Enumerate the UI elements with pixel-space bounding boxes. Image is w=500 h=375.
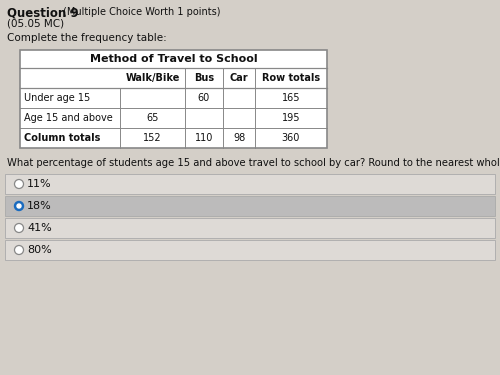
Text: 80%: 80%: [27, 245, 52, 255]
Text: Method of Travel to School: Method of Travel to School: [90, 54, 258, 64]
Text: Bus: Bus: [194, 73, 214, 83]
Circle shape: [14, 246, 24, 255]
Bar: [5, 174, 495, 194]
Circle shape: [14, 201, 24, 210]
Bar: [5, 218, 495, 238]
Text: (Multiple Choice Worth 1 points): (Multiple Choice Worth 1 points): [63, 7, 220, 17]
Text: 110: 110: [195, 133, 213, 143]
Text: Row totals: Row totals: [262, 73, 320, 83]
Text: 152: 152: [143, 133, 162, 143]
Text: Car: Car: [230, 73, 248, 83]
Text: 98: 98: [233, 133, 245, 143]
Circle shape: [14, 180, 24, 189]
Text: Age 15 and above: Age 15 and above: [24, 113, 113, 123]
Text: Question 9: Question 9: [7, 7, 78, 20]
Bar: [5, 240, 495, 260]
Text: 41%: 41%: [27, 223, 52, 233]
Text: 360: 360: [282, 133, 300, 143]
Text: 11%: 11%: [27, 179, 52, 189]
Text: 65: 65: [146, 113, 158, 123]
Text: Complete the frequency table:: Complete the frequency table:: [7, 33, 167, 43]
Text: Walk/Bike: Walk/Bike: [126, 73, 180, 83]
Text: Column totals: Column totals: [24, 133, 101, 143]
Bar: [20, 50, 327, 148]
Bar: [5, 196, 495, 216]
Circle shape: [14, 224, 24, 232]
Text: 195: 195: [282, 113, 300, 123]
Text: 18%: 18%: [27, 201, 52, 211]
Text: (05.05 MC): (05.05 MC): [7, 18, 64, 28]
Text: Under age 15: Under age 15: [24, 93, 90, 103]
Text: What percentage of students age 15 and above travel to school by car? Round to t: What percentage of students age 15 and a…: [7, 158, 500, 168]
Text: 60: 60: [198, 93, 210, 103]
Circle shape: [17, 204, 21, 208]
Text: 165: 165: [282, 93, 300, 103]
